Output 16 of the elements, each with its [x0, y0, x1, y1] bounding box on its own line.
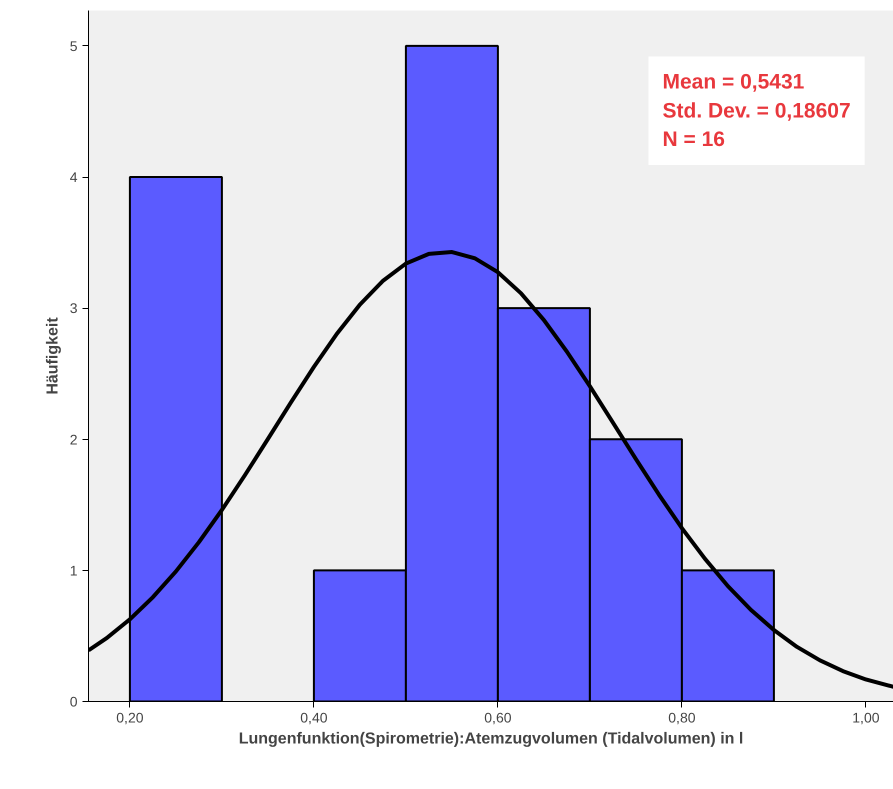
x-tick-label: 0,20 — [116, 710, 144, 726]
x-tick-label: 0,40 — [300, 710, 328, 726]
annotation: Std. Dev. = 0,18607 — [662, 99, 851, 122]
x-axis-title: Lungenfunktion(Spirometrie):Atemzugvolumen (Tidalvolumen) in l — [238, 730, 744, 748]
y-tick-label: 5 — [70, 38, 78, 54]
y-tick-label: 2 — [70, 431, 78, 448]
x-tick-label: 0,80 — [668, 710, 696, 726]
y-axis-title: Häufigkeit — [44, 316, 62, 395]
y-tick-label: 1 — [70, 562, 78, 578]
annotation: Mean = 0,5431 — [662, 70, 805, 94]
x-tick-label: 0,60 — [484, 710, 512, 726]
y-tick-label: 3 — [70, 300, 78, 316]
annotation: N = 16 — [662, 128, 725, 151]
x-tick-label: 1,00 — [852, 710, 880, 726]
y-tick-label: 0 — [70, 694, 78, 710]
y-tick-label: 4 — [70, 169, 78, 186]
